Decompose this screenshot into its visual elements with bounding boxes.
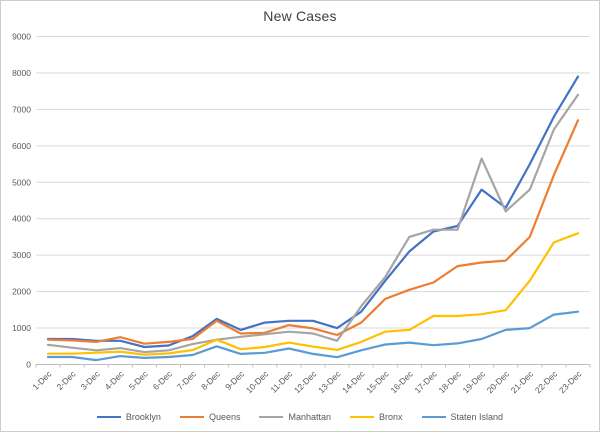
legend-line-swatch-queens bbox=[179, 415, 204, 419]
x-axis-label: 2-Dec bbox=[54, 368, 78, 392]
legend-item-bronx[interactable]: Bronx bbox=[350, 412, 403, 422]
x-axis-label: 3-Dec bbox=[79, 368, 103, 392]
x-axis-label: 14-Dec bbox=[340, 368, 367, 395]
x-axis-label: 1-Dec bbox=[30, 368, 54, 392]
legend-label: Queens bbox=[208, 412, 241, 422]
series-line-staten-island[interactable] bbox=[46, 310, 580, 362]
y-axis-label: 5000 bbox=[12, 177, 31, 187]
x-axis-label: 8-Dec bbox=[199, 368, 223, 392]
x-axis-label: 21-Dec bbox=[509, 368, 536, 395]
x-axis-label: 20-Dec bbox=[485, 368, 512, 395]
legend-label: Brooklyn bbox=[125, 412, 161, 422]
x-axis-label: 7-Dec bbox=[175, 368, 199, 392]
legend-item-queens[interactable]: Queens bbox=[179, 412, 241, 422]
y-axis-label: 4000 bbox=[12, 214, 31, 224]
x-axis-label: 23-Dec bbox=[557, 368, 584, 395]
x-axis-label: 15-Dec bbox=[364, 368, 391, 395]
legend-label: Manhattan bbox=[288, 412, 331, 422]
x-axis-label: 11-Dec bbox=[268, 368, 295, 395]
y-axis-label: 3000 bbox=[12, 250, 31, 260]
legend-item-brooklyn[interactable]: Brooklyn bbox=[96, 412, 161, 422]
series-line-queens[interactable] bbox=[46, 119, 580, 345]
series-line-brooklyn[interactable] bbox=[46, 75, 580, 349]
legend-label: Staten Island bbox=[450, 412, 504, 422]
y-axis-label: 6000 bbox=[12, 141, 31, 151]
x-axis-label: 19-Dec bbox=[461, 368, 488, 395]
chart-legend: Brooklyn Queens Manhattan Bronx Staten Islan… bbox=[1, 412, 599, 422]
series-line-manhattan[interactable] bbox=[46, 93, 580, 354]
x-axis-label: 17-Dec bbox=[412, 368, 439, 395]
y-axis-label: 1000 bbox=[12, 323, 31, 333]
x-axis-label: 16-Dec bbox=[388, 368, 415, 395]
y-axis-label: 8000 bbox=[12, 68, 31, 78]
x-axis-label: 6-Dec bbox=[151, 368, 175, 392]
y-axis-label: 9000 bbox=[12, 32, 31, 42]
x-axis-label: 12-Dec bbox=[292, 368, 319, 395]
y-axis-label: 2000 bbox=[12, 287, 31, 297]
legend-line-swatch-brooklyn bbox=[96, 415, 121, 419]
series-line-bronx[interactable] bbox=[46, 232, 580, 356]
y-axis-label: 7000 bbox=[12, 104, 31, 114]
legend-line-swatch-bronx bbox=[350, 415, 374, 419]
x-axis-label: 22-Dec bbox=[533, 368, 560, 395]
legend-item-staten-island[interactable]: Staten Island bbox=[421, 412, 504, 422]
chart-title: New Cases bbox=[263, 8, 337, 24]
x-axis-label: 13-Dec bbox=[316, 368, 343, 395]
legend-line-swatch-staten-island bbox=[421, 415, 446, 419]
x-axis-label: 5-Dec bbox=[127, 368, 151, 392]
x-axis-label: 10-Dec bbox=[244, 368, 271, 395]
x-axis-label: 4-Dec bbox=[103, 368, 127, 392]
x-axis-label: 18-Dec bbox=[436, 368, 463, 395]
legend-item-manhattan[interactable]: Manhattan bbox=[259, 412, 331, 422]
legend-label: Bronx bbox=[379, 412, 403, 422]
legend-line-swatch-manhattan bbox=[259, 415, 284, 419]
y-axis-label: 0 bbox=[26, 360, 31, 370]
